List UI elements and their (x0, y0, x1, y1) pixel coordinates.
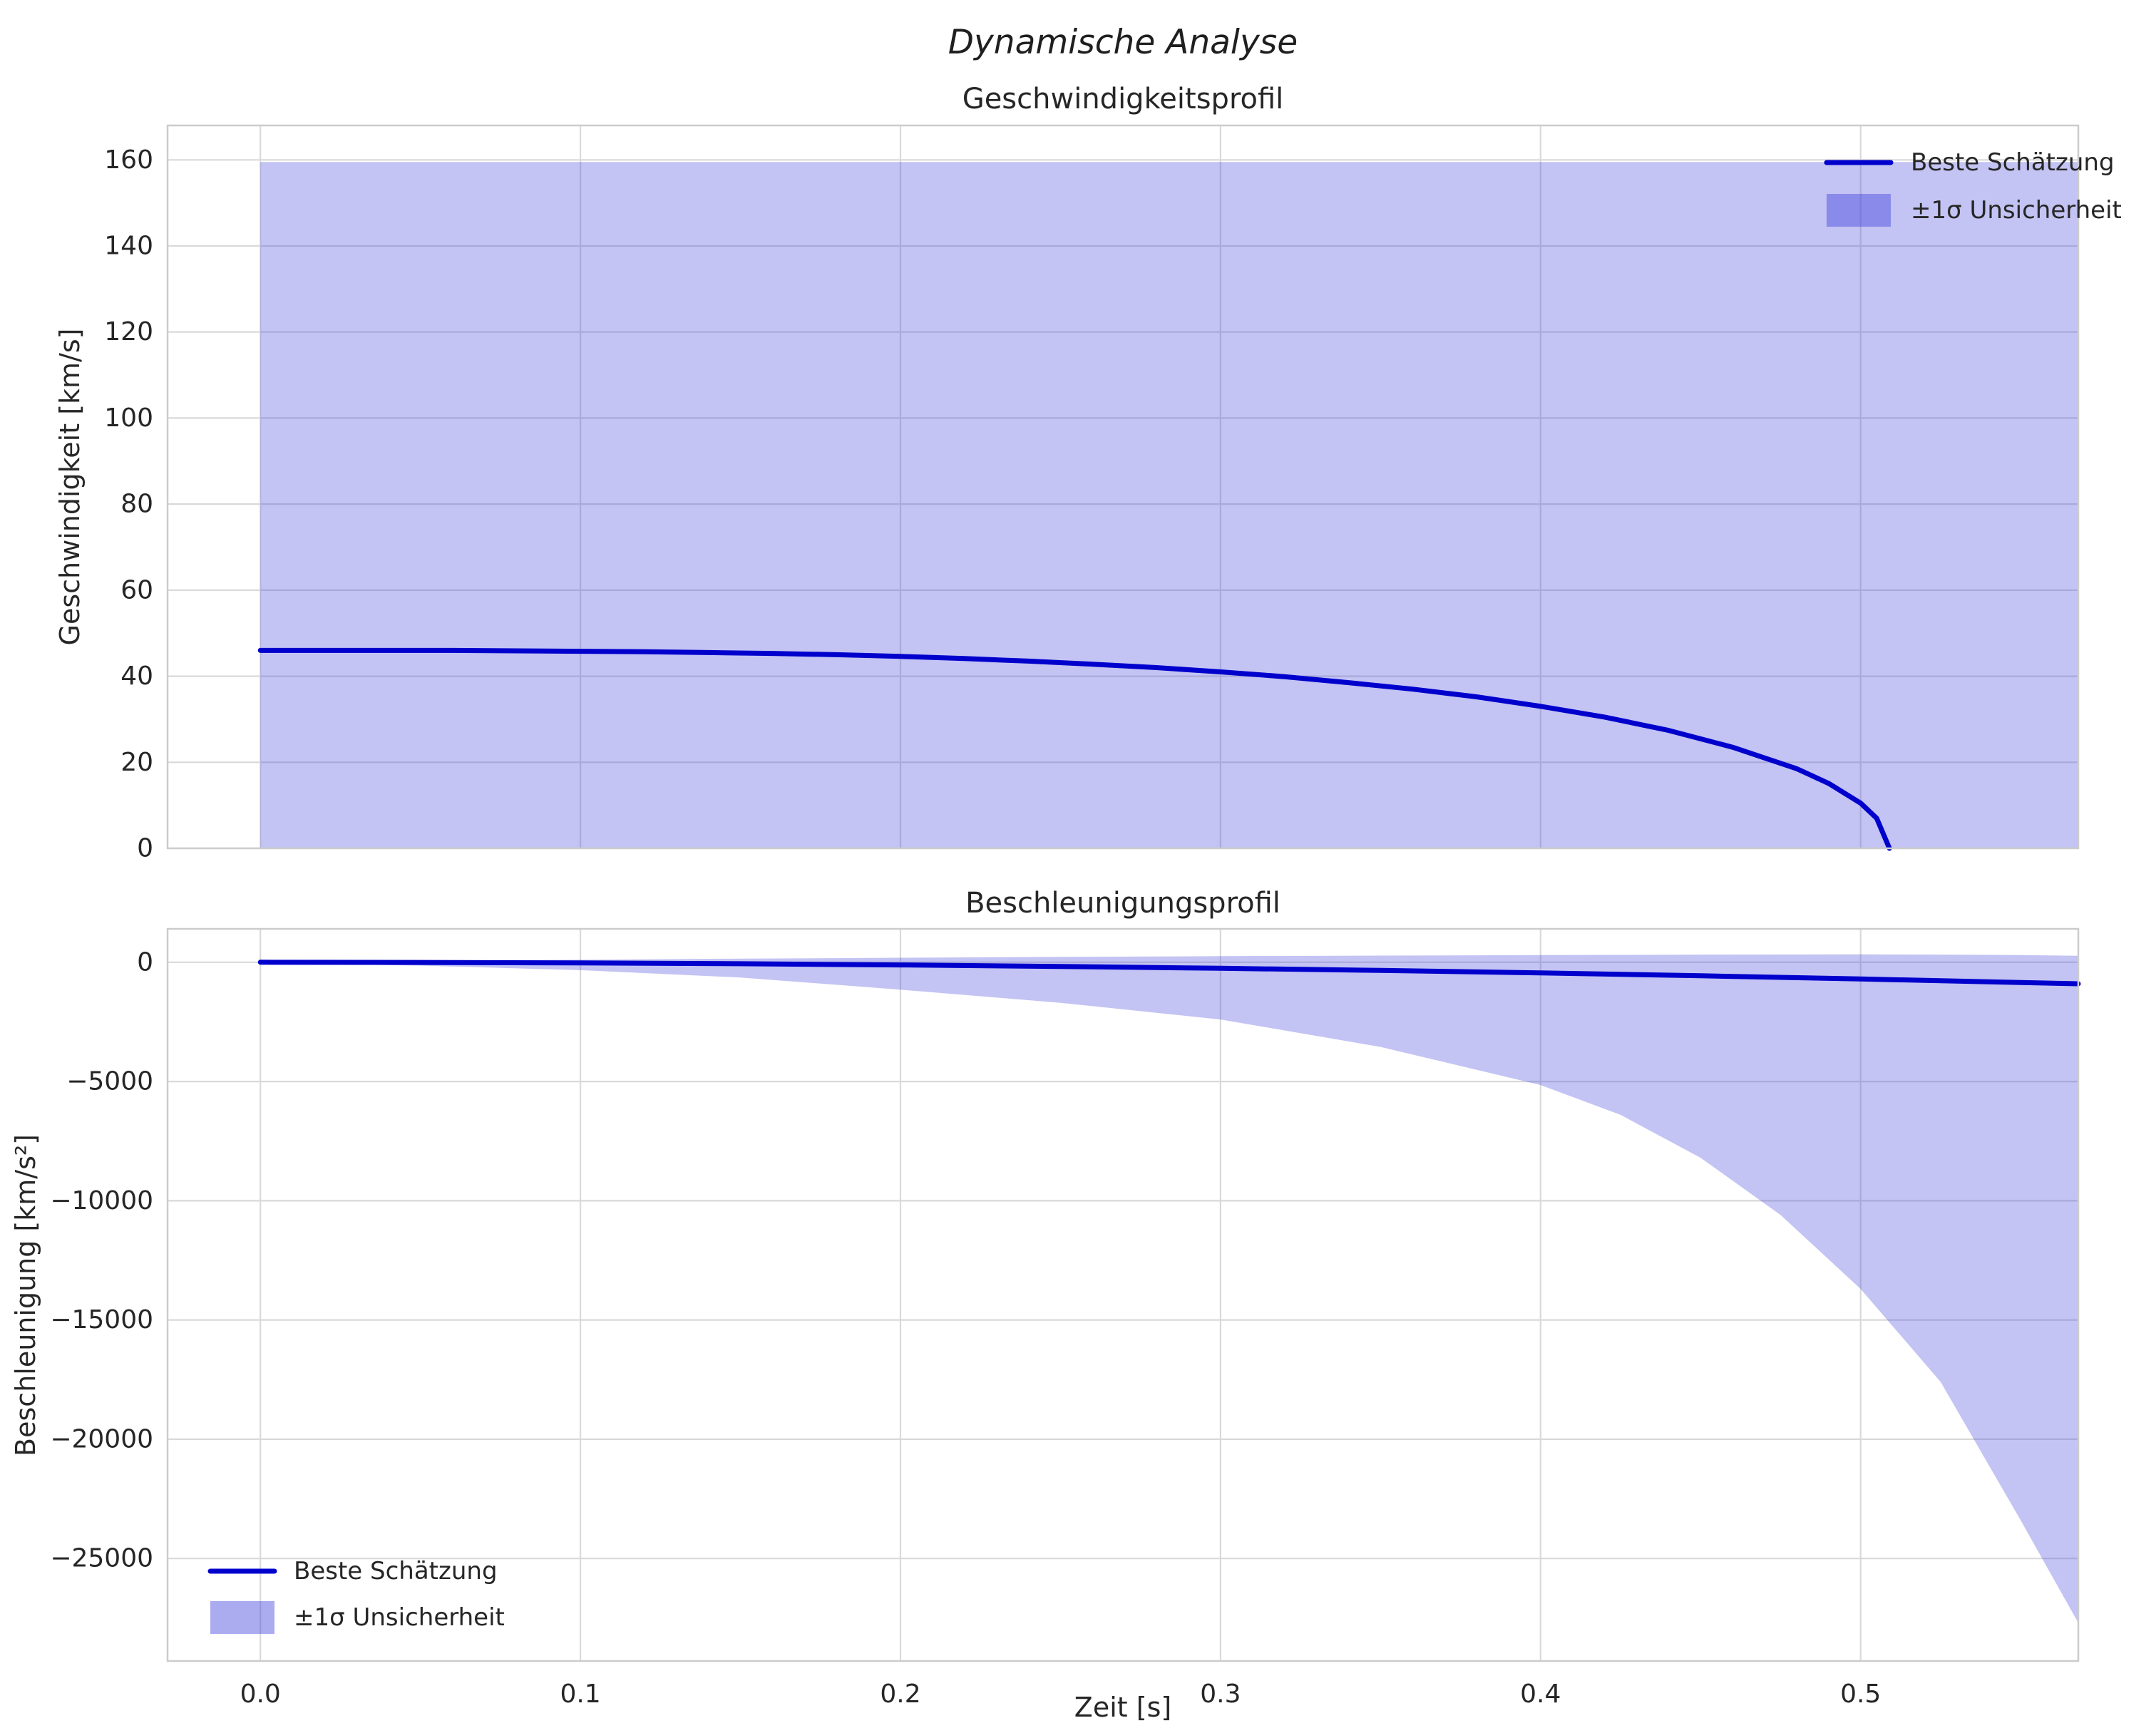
y-tick-label: −15000 (50, 1305, 153, 1334)
y-tick-label: −5000 (66, 1067, 153, 1096)
y-tick-label: −20000 (50, 1424, 153, 1454)
x-tick-label: 0.3 (1200, 1680, 1241, 1709)
velocity-plot-title: Geschwindigkeitsprofil (962, 83, 1284, 115)
y-tick-label: 40 (120, 662, 153, 691)
y-tick-label: 80 (120, 490, 153, 519)
legend-band-sample-icon (1827, 194, 1891, 227)
velocity-y-axis-label: Geschwindigkeit [km/s] (54, 329, 86, 646)
legend-acceleration: Beste Schätzung ±1σ Unsicherheit (207, 1557, 505, 1634)
x-tick-label: 0.5 (1840, 1680, 1881, 1709)
legend-band-label: ±1σ Unsicherheit (1911, 196, 2122, 225)
y-tick-label: 60 (120, 575, 153, 605)
axes-frame (166, 124, 2080, 850)
y-tick-label: −10000 (50, 1186, 153, 1215)
x-tick-label: 0.4 (1520, 1680, 1561, 1709)
x-tick-label: 0.1 (560, 1680, 600, 1709)
x-axis-label: Zeit [s] (1074, 1692, 1171, 1723)
plots-group: 0 20 40 60 80 100 120 140 160 0 −5000 −10000 −15000 −… (50, 124, 2081, 1709)
y-tick-label: 160 (104, 145, 153, 175)
y-tick-label: 140 (104, 232, 153, 261)
axes-frame (166, 927, 2080, 1662)
legend-band-label: ±1σ Unsicherheit (294, 1603, 505, 1632)
x-tick-label: 0.2 (880, 1680, 920, 1709)
legend-band-sample-icon (210, 1601, 274, 1634)
y-tick-label: 0 (137, 947, 153, 977)
legend-velocity: Beste Schätzung ±1σ Unsicherheit (1824, 148, 2122, 227)
y-tick-label: 20 (120, 748, 153, 777)
uncertainty-band (260, 954, 2079, 1623)
legend-line-label: Beste Schätzung (294, 1557, 498, 1585)
best-estimate-line (257, 647, 1892, 851)
acceleration-plot-title: Beschleunigungsprofil (965, 887, 1280, 920)
subplot-2: 0 −5000 −10000 −15000 −20000 −25000 0.0 0.1 0.2 0… (50, 927, 2081, 1709)
legend-line-label: Beste Schätzung (1911, 148, 2115, 177)
y-tick-label: 100 (104, 403, 153, 433)
figure-title: Dynamische Analyse (948, 23, 1298, 62)
x-tick-label: 0.0 (240, 1680, 281, 1709)
y-tick-label: −25000 (50, 1544, 153, 1573)
subplot-1: 0 20 40 60 80 100 120 140 160 (104, 124, 2080, 863)
y-tick-label: 120 (104, 317, 153, 346)
y-tick-label: 0 (137, 834, 153, 863)
best-estimate-line (257, 960, 2081, 987)
uncertainty-band (260, 162, 2079, 849)
acceleration-y-axis-label: Beschleunigung [km/s²] (10, 1134, 41, 1456)
